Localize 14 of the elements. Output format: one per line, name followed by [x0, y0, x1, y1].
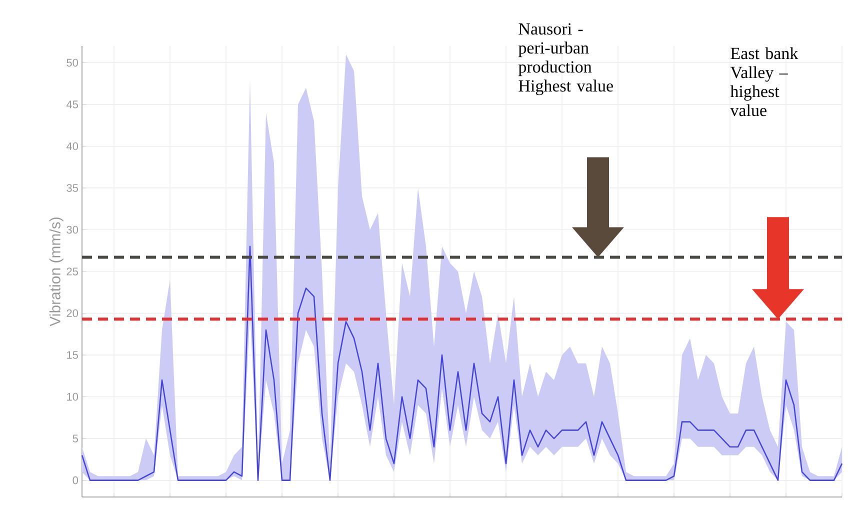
- y-tick-label: 0: [72, 476, 78, 484]
- annotation: East bank Valley – highest value: [730, 47, 798, 116]
- y-tick-label: 25: [66, 268, 78, 276]
- annotation: Nausori -peri-urban production Highest value: [518, 23, 613, 96]
- y-tick-label: 10: [67, 392, 78, 401]
- y-tick-label: 50: [66, 58, 78, 67]
- y-tick-label: 20: [66, 309, 78, 318]
- y-tick-label: 35: [66, 184, 78, 192]
- y-tick-label: 40: [66, 142, 78, 150]
- y-tick-label: 5: [72, 434, 78, 442]
- y-tick-label: 30: [66, 226, 78, 234]
- y-tick-label: 15: [67, 351, 78, 359]
- y-axis-title: Vibration (mm/s): [49, 218, 64, 326]
- y-tick-label: 45: [66, 100, 78, 108]
